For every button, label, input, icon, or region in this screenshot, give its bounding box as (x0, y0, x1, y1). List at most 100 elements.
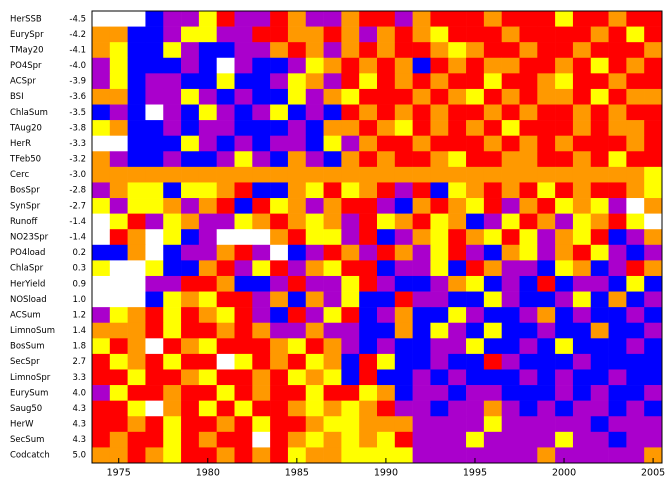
row-score: 4.3 (72, 404, 86, 414)
heatmap-cell (377, 291, 396, 308)
heatmap-cell (323, 260, 342, 277)
heatmap-cell (270, 88, 289, 105)
heatmap-cell (234, 244, 253, 261)
heatmap-cell (216, 447, 235, 464)
heatmap-cell (412, 120, 431, 136)
heatmap-cell (234, 338, 253, 355)
heatmap-cell (287, 400, 307, 417)
heatmap-cell (412, 338, 431, 355)
heatmap-cell (181, 385, 200, 401)
heatmap-cell (234, 57, 253, 74)
heatmap-cell (519, 307, 538, 324)
heatmap-cell (198, 213, 217, 230)
heatmap-cell (608, 275, 627, 292)
heatmap-cell (109, 26, 128, 43)
heatmap-cell (252, 166, 271, 183)
row-score: -3.9 (69, 77, 86, 87)
heatmap-cell (359, 104, 378, 121)
heatmap-cell (145, 385, 164, 401)
heatmap-cell (590, 135, 609, 152)
heatmap-cell (234, 369, 253, 386)
heatmap-cell (644, 229, 663, 246)
heatmap-cell (127, 431, 146, 448)
heatmap-cell (608, 369, 627, 386)
row-label: PO4Spr (10, 61, 42, 71)
heatmap-cell (377, 307, 396, 324)
row-label: TMay20 (9, 45, 44, 55)
heatmap-cell (181, 88, 200, 105)
heatmap-cell (198, 198, 217, 214)
heatmap-cell (377, 120, 396, 136)
heatmap-cell (127, 353, 146, 370)
heatmap-cell (483, 57, 502, 74)
heatmap-cell (412, 151, 431, 168)
heatmap-cell (448, 447, 467, 464)
heatmap-cell (483, 42, 502, 59)
heatmap-cell (448, 198, 467, 214)
heatmap-cell (572, 229, 592, 246)
heatmap-cell (590, 11, 609, 27)
heatmap-cell (448, 73, 467, 90)
heatmap-cell (448, 135, 467, 152)
heatmap-cell (394, 182, 413, 199)
heatmap-cell (341, 11, 360, 27)
heatmap-cell (163, 260, 182, 277)
heatmap-cell (305, 260, 324, 277)
heatmap-cell (608, 104, 627, 121)
heatmap-cell (252, 431, 271, 448)
heatmap-cell (448, 291, 467, 308)
heatmap-cell (216, 151, 235, 168)
heatmap-cell (145, 151, 164, 168)
heatmap-cell (572, 353, 592, 370)
x-tick-label: 1995 (463, 468, 487, 479)
heatmap-cell (483, 73, 502, 90)
heatmap-cell (305, 244, 324, 261)
heatmap-cell (626, 73, 645, 90)
heatmap-cell (109, 42, 128, 59)
row-score: 3.3 (72, 373, 86, 383)
heatmap-cell (305, 213, 324, 230)
heatmap-cell (270, 26, 289, 43)
heatmap-cell (270, 275, 289, 292)
heatmap-cell (163, 213, 182, 230)
row-score: -3.2 (69, 155, 86, 165)
heatmap-cell (287, 291, 307, 308)
heatmap-cell (234, 447, 253, 464)
heatmap-cell (252, 447, 271, 464)
heatmap-cell (412, 275, 431, 292)
heatmap-cell (466, 244, 485, 261)
heatmap-cell (644, 42, 663, 59)
heatmap-cell (145, 260, 164, 277)
heatmap-cell (359, 120, 378, 136)
heatmap-cell (252, 369, 271, 386)
row-label: Saug50 (10, 404, 42, 414)
heatmap-cell (127, 26, 146, 43)
heatmap-cell (626, 431, 645, 448)
heatmap-cell (216, 229, 235, 246)
heatmap-cell (626, 244, 645, 261)
row-score: -4.2 (69, 30, 86, 40)
heatmap-cell (608, 447, 627, 464)
heatmap-cell (359, 57, 378, 74)
heatmap-cell (412, 198, 431, 214)
heatmap-cell (287, 275, 307, 292)
heatmap-cell (412, 400, 431, 417)
heatmap-cell (287, 416, 307, 433)
heatmap-cell (394, 104, 413, 121)
heatmap-cell (501, 182, 520, 199)
heatmap-cell (92, 275, 111, 292)
heatmap-cell (216, 42, 235, 59)
heatmap-cell (145, 338, 164, 355)
heatmap-cell (163, 166, 182, 183)
heatmap-cell (572, 244, 592, 261)
heatmap-cell (394, 88, 413, 105)
heatmap-cell (287, 73, 307, 90)
heatmap-cell (127, 166, 146, 183)
heatmap-cell (92, 322, 111, 339)
heatmap-cell (359, 244, 378, 261)
heatmap-cell (145, 42, 164, 59)
heatmap-cell (394, 307, 413, 324)
heatmap-cell (145, 104, 164, 121)
heatmap-cell (341, 275, 360, 292)
heatmap-cell (216, 88, 235, 105)
